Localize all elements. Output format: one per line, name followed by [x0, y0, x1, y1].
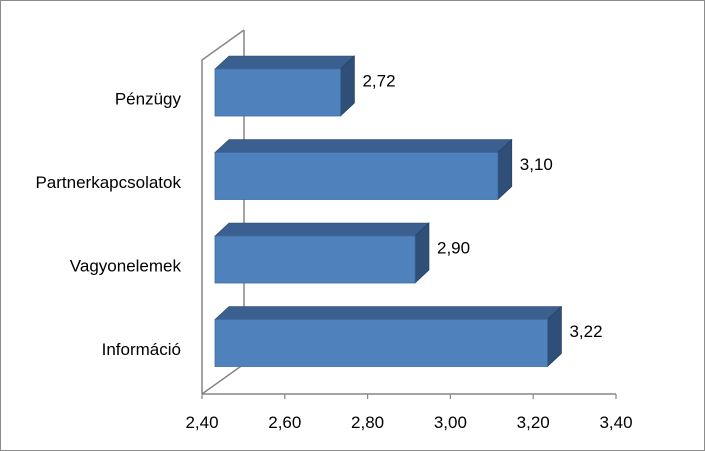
bar: [214, 138, 513, 201]
data-label: 2,90: [437, 239, 470, 258]
bar: [214, 55, 356, 117]
data-label: 2,72: [362, 72, 395, 91]
bar-front-face: [214, 152, 499, 200]
x-tick-label: 2,40: [185, 413, 218, 432]
back-wall-edge: [201, 29, 245, 394]
data-label: 3,10: [520, 155, 553, 174]
x-tick-label: 3,40: [599, 413, 632, 432]
x-tick-label: 3,20: [517, 413, 550, 432]
value-labels: 2,72 3,10 2,90 3,22: [362, 72, 602, 342]
bar-front-face: [214, 319, 548, 367]
chart-bars: [214, 55, 563, 368]
x-tick-labels: 2,40 2,60 2,80 3,00 3,20 3,40: [185, 413, 632, 432]
category-label: Vagyonelemek: [70, 257, 182, 276]
bar: [214, 305, 563, 368]
bar-top-face: [214, 55, 356, 70]
bar-front-face: [214, 235, 416, 284]
x-tick-label: 3,00: [434, 413, 467, 432]
category-labels: Pénzügy Partnerkapcsolatok Vagyonelemek Inf…: [35, 90, 181, 360]
bar-top-face: [214, 222, 430, 237]
x-tick-label: 2,80: [351, 413, 384, 432]
bar-top-face: [214, 139, 513, 153]
bar: [214, 222, 430, 284]
category-label: Információ: [102, 340, 181, 359]
category-label: Pénzügy: [115, 90, 182, 109]
bar-top-face: [214, 306, 563, 320]
category-label: Partnerkapcsolatok: [35, 173, 181, 192]
bar-front-face: [214, 68, 341, 117]
floor-depth-edge: [201, 363, 245, 395]
data-label: 3,22: [569, 322, 602, 341]
x-tick-label: 2,60: [268, 413, 301, 432]
